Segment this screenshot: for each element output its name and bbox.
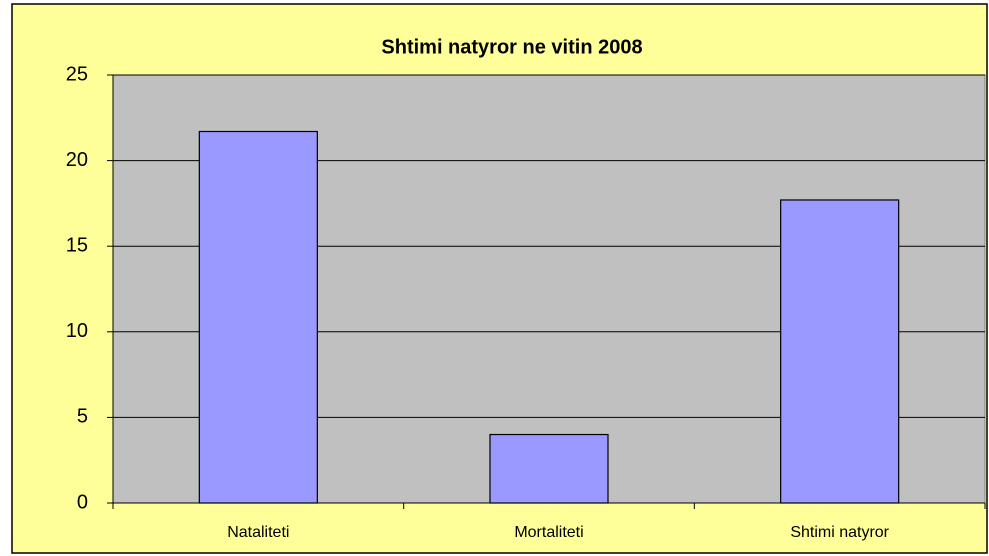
bar [198, 130, 318, 504]
y-tick-label: 5 [77, 406, 88, 428]
y-tick-label: 25 [66, 63, 88, 85]
bar [489, 433, 609, 504]
y-tick-label: 10 [66, 320, 88, 342]
x-tick-label: Mortaliteti [514, 524, 583, 541]
x-tick-label: Nataliteti [227, 524, 289, 541]
y-tick-label: 0 [77, 491, 88, 513]
y-tick-label: 15 [66, 234, 88, 256]
y-tick-label: 20 [66, 149, 88, 171]
chart-title: Shtimi natyror ne vitin 2008 [381, 36, 642, 58]
x-tick-label: Shtimi natyror [790, 524, 889, 541]
bar [780, 199, 900, 504]
